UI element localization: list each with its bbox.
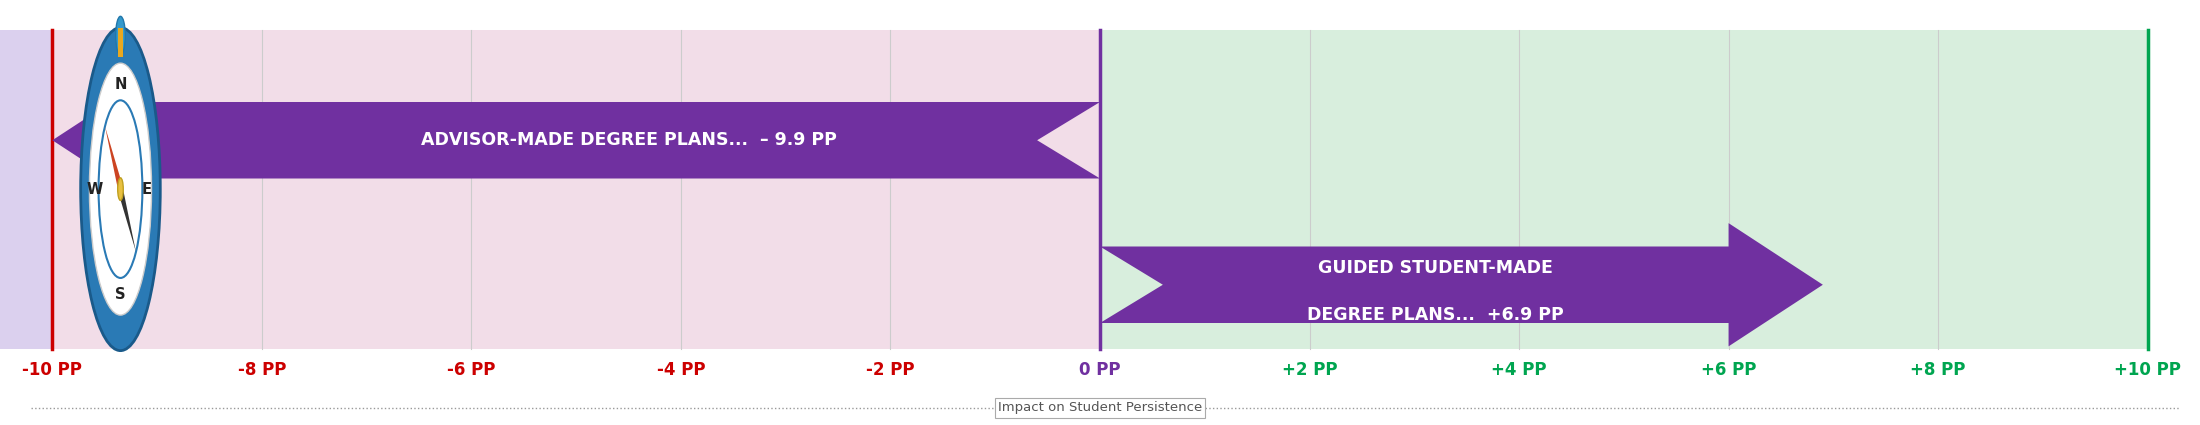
Text: +6 PP: +6 PP [1701, 361, 1756, 379]
Bar [0, 30, 53, 348]
Polygon shape [119, 184, 136, 252]
Polygon shape [106, 126, 121, 195]
Text: -2 PP: -2 PP [867, 361, 915, 379]
Text: +8 PP: +8 PP [1910, 361, 1967, 379]
Text: ADVISOR-MADE DEGREE PLANS...  – 9.9 PP: ADVISOR-MADE DEGREE PLANS... – 9.9 PP [420, 131, 836, 149]
Text: S: S [114, 286, 125, 302]
Text: +10 PP: +10 PP [2114, 361, 2180, 379]
FancyBboxPatch shape [119, 28, 123, 57]
Text: -6 PP: -6 PP [447, 361, 495, 379]
Text: +2 PP: +2 PP [1283, 361, 1338, 379]
Circle shape [81, 28, 161, 351]
Text: -4 PP: -4 PP [658, 361, 706, 379]
Text: GUIDED STUDENT-MADE: GUIDED STUDENT-MADE [1318, 259, 1553, 277]
Bar [1100, 30, 2147, 348]
Text: W: W [86, 181, 103, 197]
Circle shape [117, 16, 125, 55]
Text: 0 PP: 0 PP [1080, 361, 1120, 379]
Text: N: N [114, 76, 128, 92]
Text: +4 PP: +4 PP [1492, 361, 1547, 379]
Polygon shape [1100, 223, 1824, 346]
Circle shape [90, 63, 152, 315]
Text: DEGREE PLANS...  +6.9 PP: DEGREE PLANS... +6.9 PP [1307, 306, 1564, 323]
Text: -10 PP: -10 PP [22, 361, 81, 379]
Circle shape [117, 178, 123, 201]
Polygon shape [53, 79, 1100, 202]
Text: E: E [141, 181, 152, 197]
Bar [53, 30, 1100, 348]
Text: Impact on Student Persistence: Impact on Student Persistence [999, 402, 1201, 414]
Text: -8 PP: -8 PP [238, 361, 286, 379]
